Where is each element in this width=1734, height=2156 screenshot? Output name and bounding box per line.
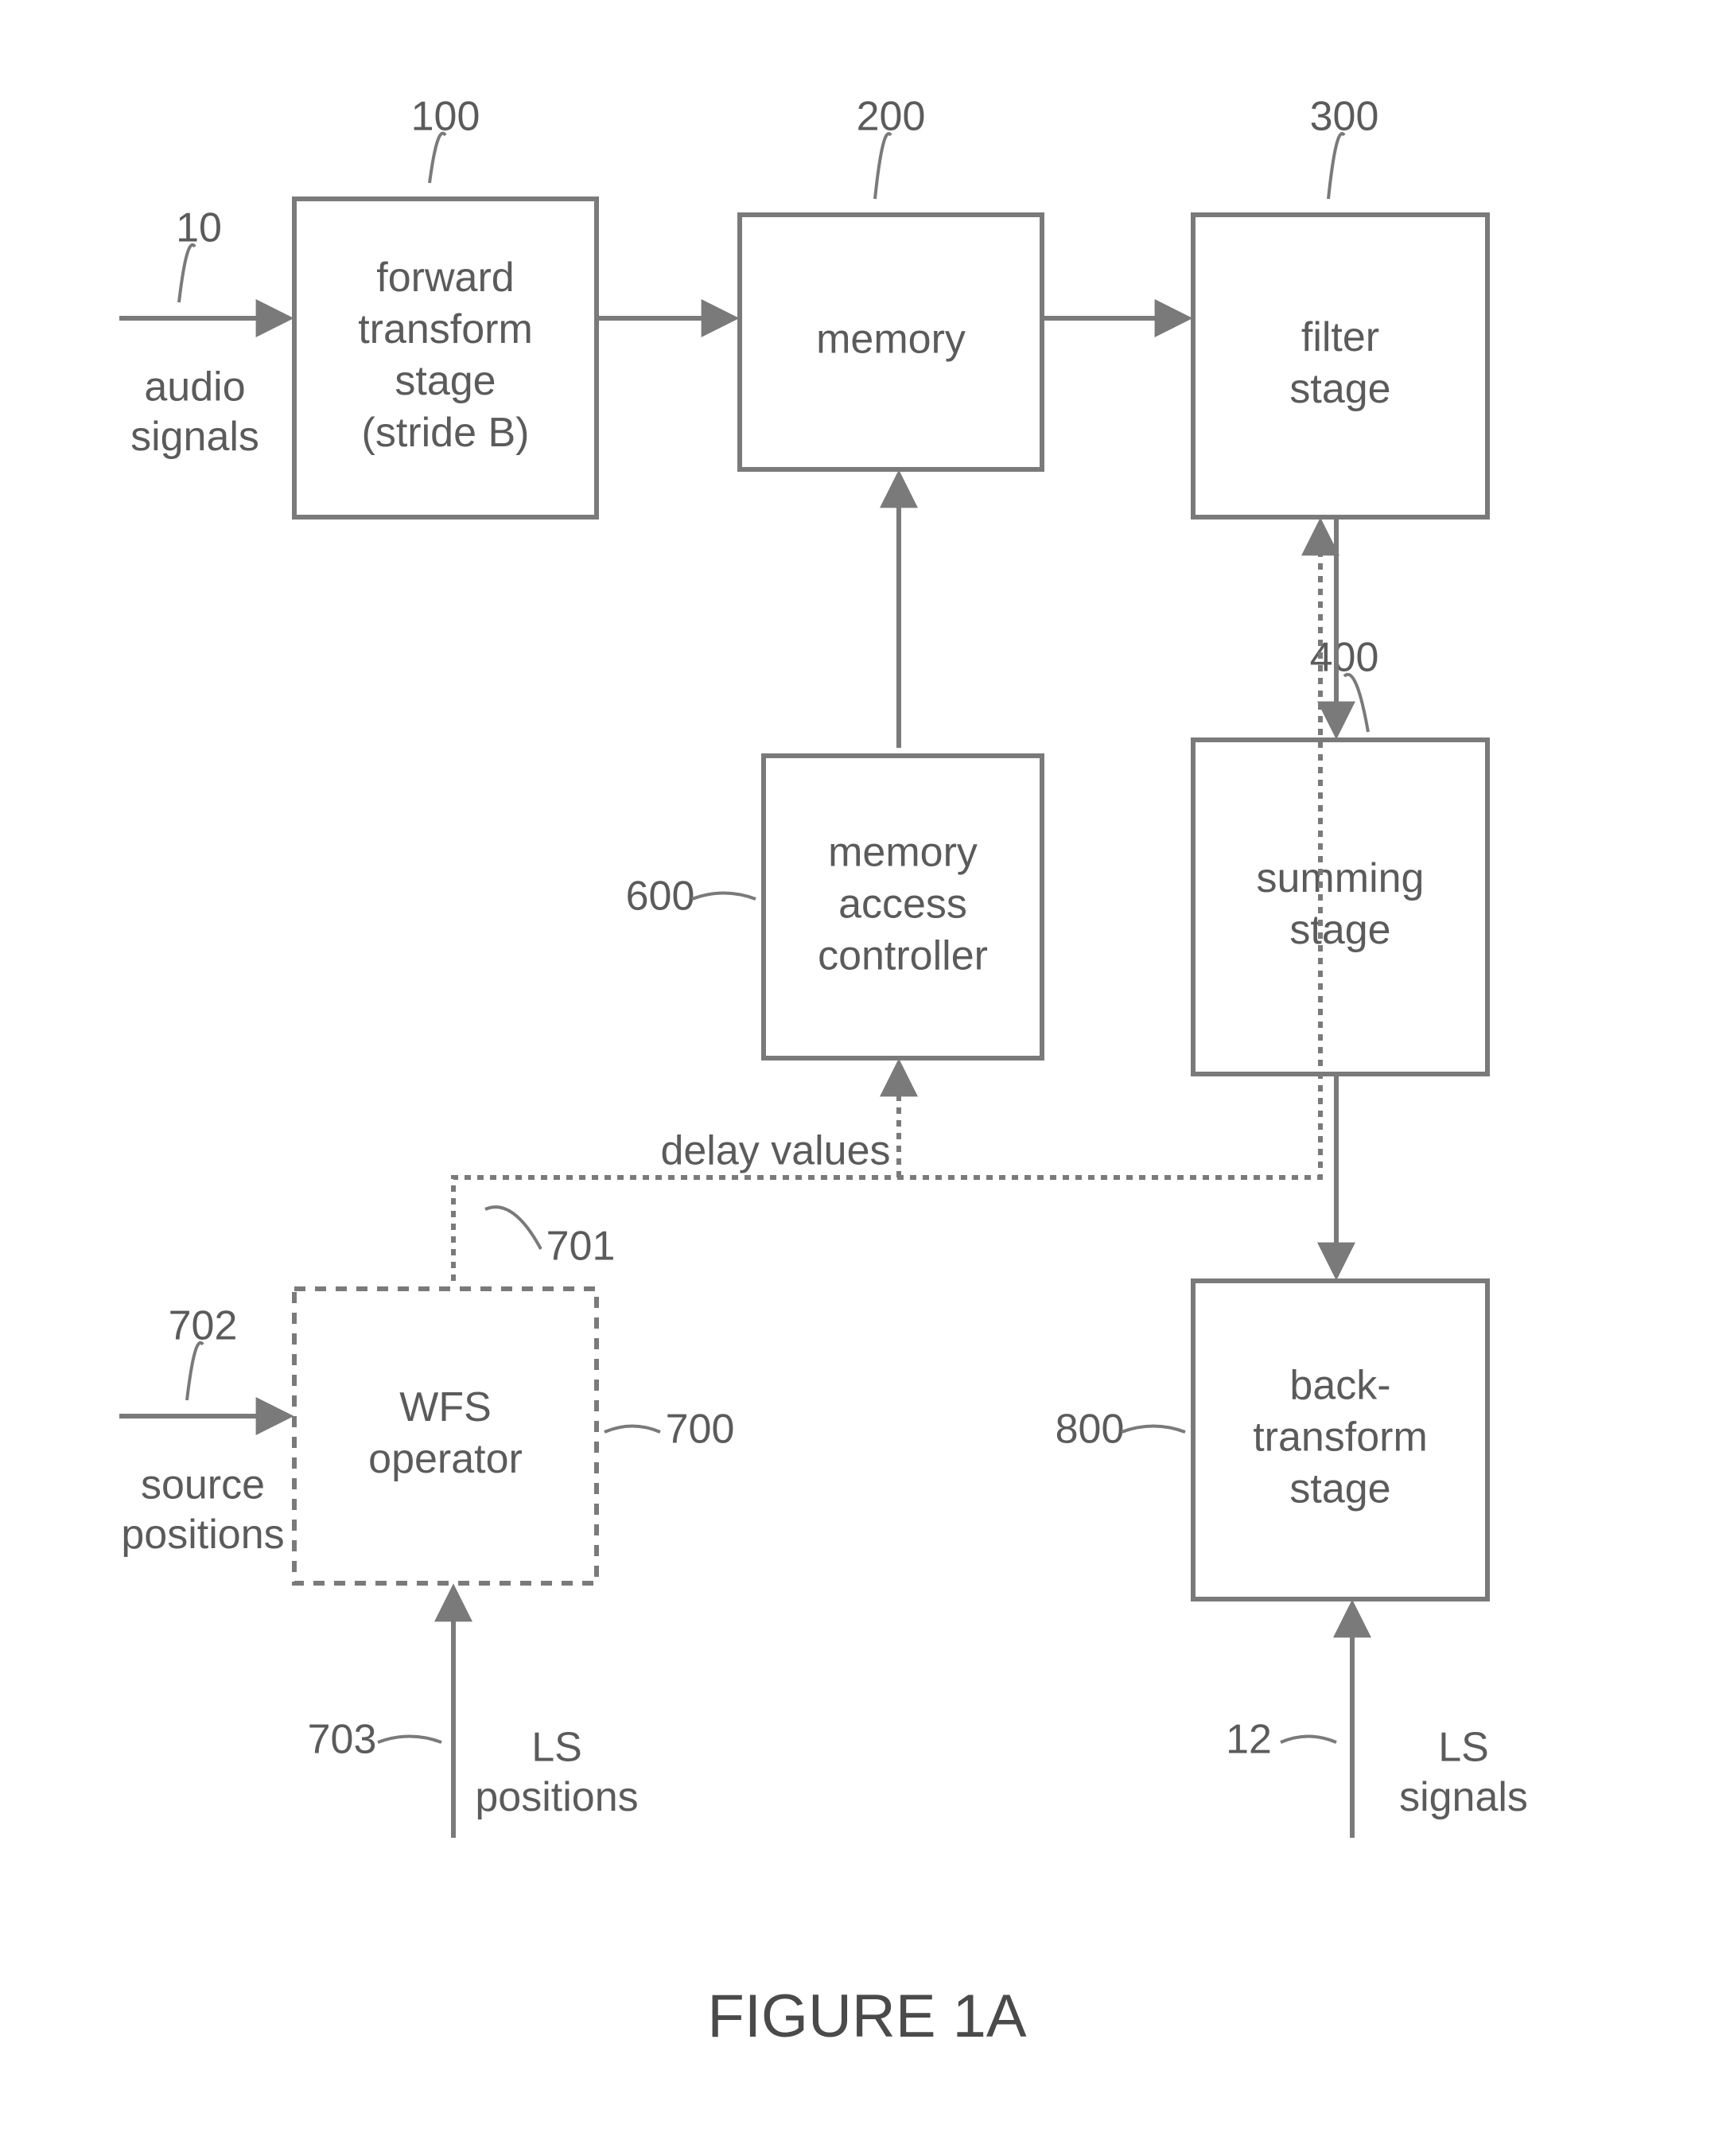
- block-filt: filter stage: [1193, 215, 1487, 517]
- diagram-canvas: forwardtransformstage(stride B)100memory…: [0, 0, 1734, 2156]
- block-wfs-label: WFS: [399, 1384, 492, 1430]
- ref-10: 10: [176, 205, 222, 251]
- figure-caption: FIGURE 1A: [707, 1983, 1026, 2050]
- block-sum-label: stage: [1289, 907, 1390, 953]
- ref-701: 701: [546, 1224, 616, 1270]
- block-sum: summing stage: [1193, 740, 1487, 1074]
- block-mem: memory: [740, 215, 1042, 469]
- ref-800: 800: [1056, 1407, 1125, 1453]
- block-wfs-label: operator: [368, 1436, 523, 1482]
- io-lssig-label: signals: [1399, 1774, 1528, 1820]
- block-mac-label: memory: [828, 830, 978, 876]
- block-mem-label: memory: [816, 317, 966, 363]
- block-sum-label: summing: [1257, 855, 1425, 901]
- io-audio-label: signals: [130, 414, 259, 460]
- block-filt-label: filter: [1301, 314, 1379, 360]
- io-lssig-label: LS: [1438, 1725, 1489, 1771]
- block-fwd-label: transform: [358, 306, 533, 352]
- block-filt-label: stage: [1289, 366, 1390, 412]
- block-mac-label: controller: [818, 933, 988, 979]
- block-fwd-label: forward: [376, 255, 514, 301]
- io-audio-label: audio: [144, 364, 245, 411]
- ref-700: 700: [666, 1407, 735, 1453]
- ref-703: 703: [308, 1717, 377, 1763]
- io-lspos-label: LS: [531, 1725, 582, 1771]
- ref-12: 12: [1226, 1717, 1272, 1763]
- block-mac: memory access controller: [764, 756, 1042, 1058]
- io-srcpos-label: positions: [121, 1512, 284, 1558]
- block-back-label: transform: [1253, 1415, 1428, 1461]
- io-srcpos-label: source: [141, 1462, 265, 1508]
- block-back-label: stage: [1289, 1466, 1390, 1512]
- block-fwd-label: stage: [395, 358, 496, 404]
- io-lspos-label: positions: [475, 1774, 638, 1820]
- block-mac-label: access: [838, 881, 967, 928]
- block-back: back-transform stage: [1193, 1281, 1487, 1599]
- block-fwd-label: (stride B): [362, 410, 530, 456]
- block-wfs: WFS operator: [294, 1289, 597, 1583]
- ref-600: 600: [626, 874, 695, 920]
- block-back-label: back-: [1289, 1363, 1390, 1409]
- io-delay-label: delay values: [660, 1128, 890, 1174]
- block-fwd: forward transform stage (stride B): [294, 199, 597, 517]
